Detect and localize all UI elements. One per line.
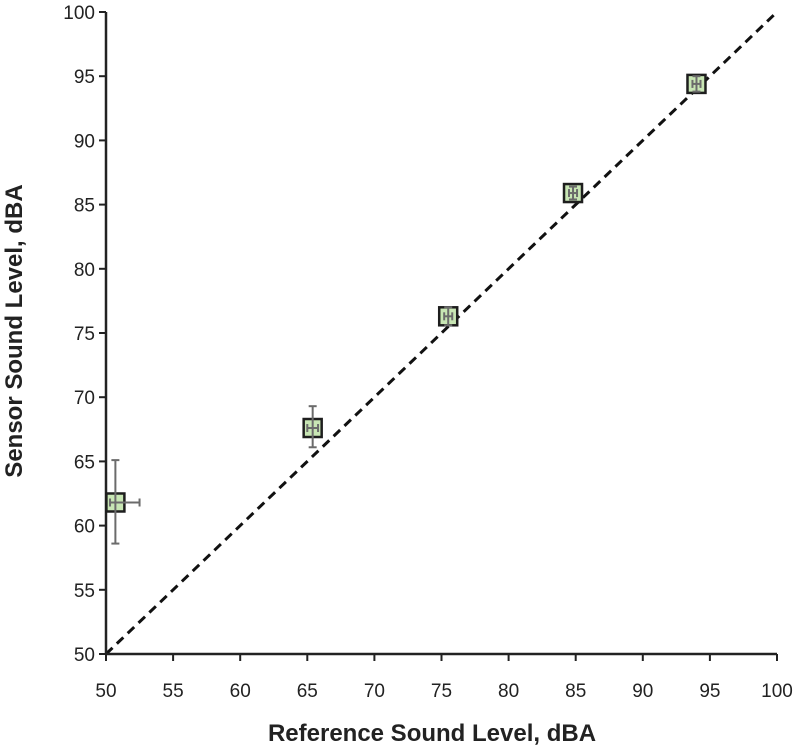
- data-point: [105, 459, 141, 545]
- y-tick-label: 85: [74, 196, 95, 217]
- x-tick-label: 95: [699, 681, 720, 702]
- data-point: [686, 73, 707, 95]
- data-points: [105, 73, 707, 545]
- y-tick-label: 55: [74, 581, 95, 602]
- reference-line-group: [104, 10, 779, 656]
- x-tick-label: 90: [632, 681, 653, 702]
- x-tick-label: 80: [498, 681, 519, 702]
- data-point: [302, 405, 323, 449]
- x-axis-title: Reference Sound Level, dBA: [268, 720, 596, 747]
- y-tick-label: 60: [74, 517, 95, 538]
- x-tick-label: 85: [565, 681, 586, 702]
- x-tick-label: 55: [163, 681, 184, 702]
- x-tick-label: 75: [431, 681, 452, 702]
- y-tick-label: 50: [74, 645, 95, 666]
- x-tick-label: 100: [761, 681, 793, 702]
- x-tick-labels: 50 55 60 65 70 75 80 85 90 95 100: [95, 681, 792, 702]
- y-axis-title: Sensor Sound Level, dBA: [1, 184, 28, 477]
- y-tick-label: 100: [63, 3, 95, 24]
- reference-line: [104, 10, 779, 656]
- data-point: [562, 182, 584, 204]
- y-tick-label: 80: [74, 260, 95, 281]
- y-tick-label: 90: [74, 131, 95, 152]
- x-tick-label: 60: [230, 681, 251, 702]
- y-tick-label: 75: [74, 324, 95, 345]
- x-tick-label: 50: [95, 681, 116, 702]
- data-point: [437, 306, 459, 327]
- y-tick-label: 95: [74, 67, 95, 88]
- y-tick-label: 70: [74, 388, 95, 409]
- y-tick-labels: 50 55 60 65 70 75 80 85 90 95 100: [63, 3, 95, 666]
- x-tick-label: 70: [364, 681, 385, 702]
- x-tick-label: 65: [297, 681, 318, 702]
- axes-group: [99, 11, 778, 661]
- y-tick-label: 65: [74, 452, 95, 473]
